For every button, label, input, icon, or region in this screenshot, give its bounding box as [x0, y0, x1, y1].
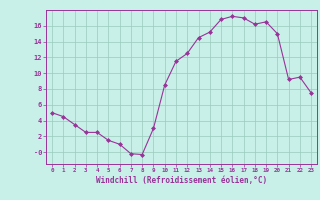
X-axis label: Windchill (Refroidissement éolien,°C): Windchill (Refroidissement éolien,°C)	[96, 176, 267, 185]
